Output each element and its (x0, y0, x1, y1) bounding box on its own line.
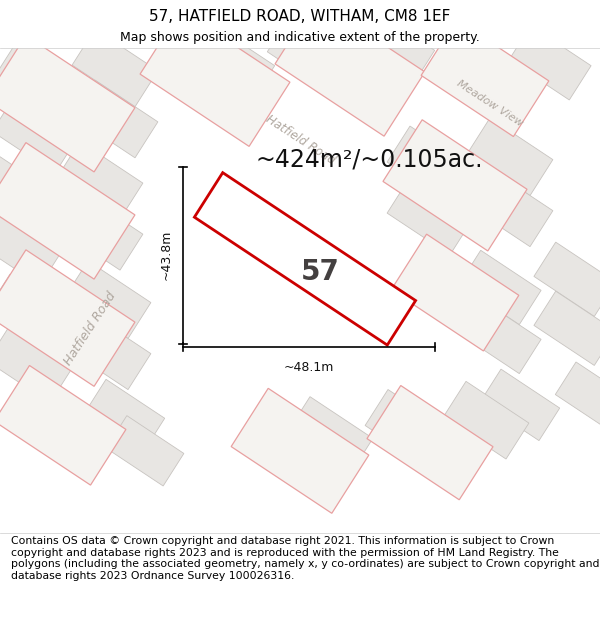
Polygon shape (391, 234, 519, 351)
Polygon shape (106, 416, 184, 486)
Polygon shape (480, 369, 560, 441)
Polygon shape (72, 80, 158, 158)
Text: ~43.8m: ~43.8m (160, 230, 173, 281)
Polygon shape (0, 208, 63, 286)
Polygon shape (0, 44, 78, 122)
Polygon shape (421, 20, 549, 136)
Polygon shape (0, 157, 63, 234)
Text: Hatfield Road: Hatfield Road (263, 112, 337, 167)
Polygon shape (275, 0, 425, 136)
Polygon shape (383, 120, 527, 251)
Polygon shape (387, 126, 473, 204)
Polygon shape (185, 22, 275, 103)
Polygon shape (0, 36, 135, 172)
Polygon shape (367, 386, 493, 500)
Text: Map shows position and indicative extent of the property.: Map shows position and indicative extent… (120, 31, 480, 44)
Polygon shape (387, 177, 473, 255)
Polygon shape (0, 325, 73, 403)
Polygon shape (57, 192, 143, 270)
Polygon shape (231, 388, 369, 513)
Polygon shape (0, 96, 78, 173)
Polygon shape (10, 389, 90, 461)
Polygon shape (268, 14, 356, 95)
Polygon shape (467, 169, 553, 247)
Text: 57, HATFIELD ROAD, WITHAM, CM8 1EF: 57, HATFIELD ROAD, WITHAM, CM8 1EF (149, 9, 451, 24)
Polygon shape (365, 389, 451, 468)
Polygon shape (509, 26, 591, 100)
Polygon shape (0, 366, 126, 485)
Polygon shape (72, 29, 158, 107)
Polygon shape (434, 31, 516, 105)
Polygon shape (65, 261, 151, 339)
Text: Contains OS data © Crown copyright and database right 2021. This information is : Contains OS data © Crown copyright and d… (11, 536, 599, 581)
Polygon shape (443, 381, 529, 459)
Text: 57: 57 (301, 258, 340, 286)
Polygon shape (140, 10, 290, 146)
Text: ~48.1m: ~48.1m (284, 361, 334, 374)
Polygon shape (0, 274, 73, 352)
Polygon shape (57, 141, 143, 219)
Polygon shape (0, 142, 135, 279)
Text: Hatfield Road: Hatfield Road (62, 289, 118, 368)
Polygon shape (459, 250, 541, 324)
Polygon shape (85, 379, 165, 451)
Text: Meadow View: Meadow View (455, 79, 525, 129)
Polygon shape (65, 312, 151, 389)
Polygon shape (555, 362, 600, 434)
Polygon shape (534, 242, 600, 316)
Polygon shape (534, 291, 600, 366)
Polygon shape (287, 397, 373, 474)
Polygon shape (0, 250, 135, 386)
Polygon shape (346, 7, 434, 88)
Text: ~424m²/~0.105ac.: ~424m²/~0.105ac. (255, 148, 482, 172)
Polygon shape (194, 173, 416, 345)
Polygon shape (467, 118, 553, 196)
Polygon shape (459, 299, 541, 374)
